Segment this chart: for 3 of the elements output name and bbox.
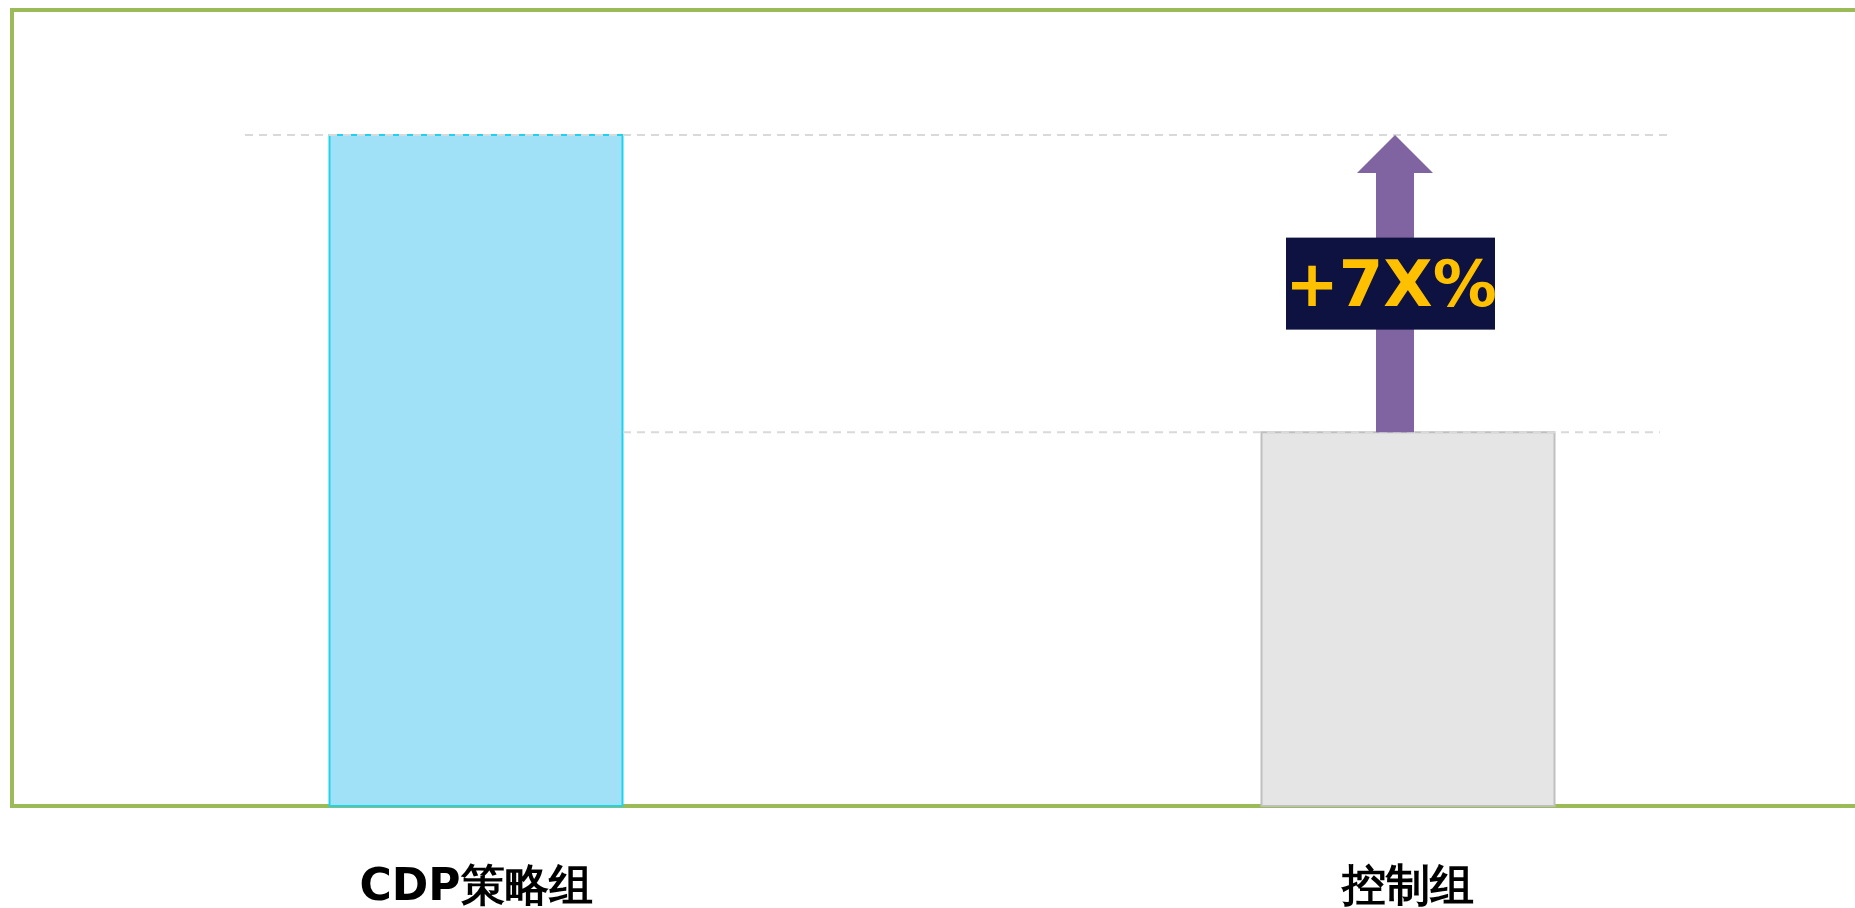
x-tick-label: 控制组: [1340, 859, 1474, 908]
x-tick-label: CDP策略组: [359, 859, 593, 908]
annotation: +7X%: [1285, 246, 1497, 321]
